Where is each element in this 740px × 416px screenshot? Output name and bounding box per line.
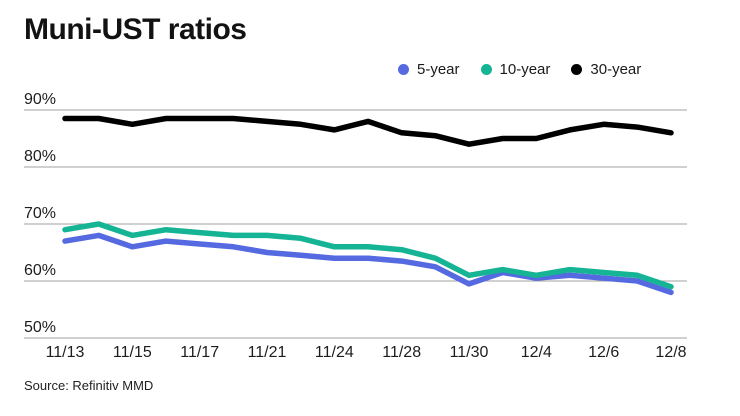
source-note: Source: Refinitiv MMD (24, 378, 154, 393)
chart-title: Muni-UST ratios (24, 13, 247, 46)
x-tick-label: 11/17 (180, 344, 219, 361)
x-tick-label: 11/13 (46, 344, 85, 361)
legend-label: 10-year (499, 61, 551, 78)
y-tick-label: 70% (24, 205, 56, 222)
x-tick-label: 11/21 (248, 344, 287, 361)
y-tick-label: 90% (24, 91, 56, 108)
x-tick-label: 12/6 (588, 344, 619, 361)
legend-label: 5-year (417, 61, 460, 78)
legend-item-30-year: 30-year (571, 61, 641, 78)
y-tick-label: 50% (24, 319, 56, 336)
chart-legend: 5-year 10-year 30-year (398, 61, 641, 78)
x-tick-label: 12/8 (655, 344, 686, 361)
legend-item-10-year: 10-year (480, 61, 551, 78)
series-line-10-year (62, 221, 674, 290)
x-tick-label: 11/15 (113, 344, 152, 361)
y-tick-label: 80% (24, 148, 56, 165)
x-tick-label: 12/4 (521, 344, 552, 361)
legend-dot-icon-30-year (571, 64, 583, 75)
legend-dot-icon-5-year (398, 64, 409, 75)
x-tick-label: 11/24 (315, 344, 354, 361)
y-tick-label: 60% (24, 262, 56, 279)
series-line-5-year (62, 232, 674, 296)
x-tick-label: 11/30 (450, 344, 489, 361)
x-tick-label: 11/28 (382, 344, 421, 361)
legend-item-5-year: 5-year (398, 61, 460, 78)
legend-dot-icon-10-year (480, 64, 492, 75)
series-line-30-year (62, 115, 674, 147)
legend-label: 30-year (590, 61, 642, 78)
